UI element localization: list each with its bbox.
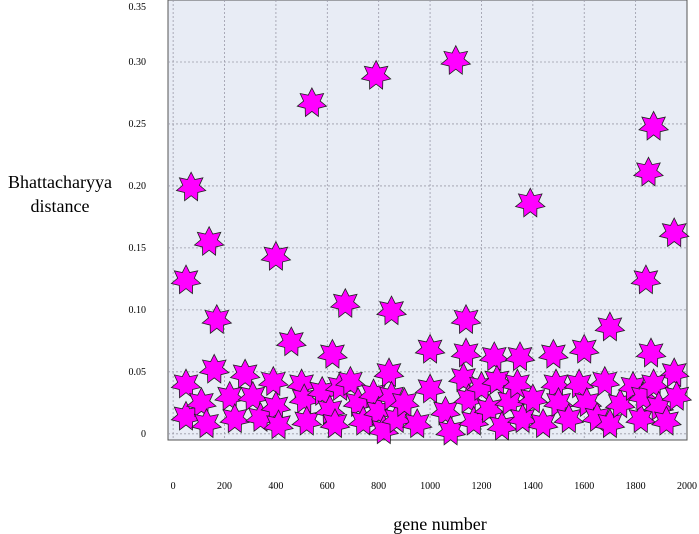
data-point-star (263, 409, 294, 440)
x-axis-ticks: 0 200 400 600 800 1000 1200 1400 1600 1800 2000 (171, 481, 697, 492)
data-point-star (635, 337, 667, 368)
x-tick-label: 200 (217, 481, 232, 492)
data-point-star (450, 337, 482, 368)
data-point-star (537, 338, 569, 369)
data-point-star (553, 403, 585, 434)
data-point-star (198, 353, 230, 384)
data-point-star (650, 405, 682, 436)
data-point-star (170, 368, 202, 399)
y-tick-label: 0 (141, 429, 146, 440)
data-point-star (358, 378, 390, 409)
data-point-star (527, 408, 559, 439)
data-point-star (360, 59, 392, 90)
data-point-star (316, 338, 348, 369)
data-point-star (291, 405, 323, 436)
x-tick-label: 1400 (523, 481, 543, 492)
data-point-star (414, 333, 446, 364)
data-point-star (568, 333, 600, 364)
data-points (170, 44, 693, 446)
y-tick-label: 0.15 (129, 243, 147, 254)
data-point-star (661, 380, 693, 411)
data-point-star (617, 370, 649, 402)
data-point-star (504, 341, 536, 372)
x-tick-label: 1800 (626, 481, 646, 492)
data-point-star (237, 380, 269, 411)
y-axis-ticks: 0 0.05 0.10 0.15 0.20 0.25 0.30 0.35 (129, 2, 147, 440)
data-point-star (219, 403, 251, 434)
data-point-star (185, 386, 217, 418)
data-point-star (329, 287, 361, 319)
y-tick-label: 0.30 (129, 57, 147, 68)
data-point-star (170, 264, 202, 295)
data-point-star (440, 44, 472, 76)
data-point-star (376, 295, 408, 326)
data-point-star (658, 217, 690, 248)
data-point-star (214, 380, 246, 411)
data-point-star (630, 264, 662, 295)
data-point-star (632, 156, 664, 187)
y-tick-label: 0.25 (129, 119, 147, 130)
y-tick-label: 0.05 (129, 367, 147, 378)
x-tick-label: 800 (371, 481, 386, 492)
x-axis-label: gene number (393, 514, 487, 534)
data-point-star (507, 403, 539, 434)
y-tick-label: 0.10 (129, 305, 147, 316)
data-point-star (373, 357, 405, 388)
y-tick-label: 0.20 (129, 181, 147, 192)
data-point-star (450, 303, 482, 335)
data-point-star (257, 365, 289, 397)
data-point-star (517, 383, 549, 414)
data-point-star (501, 368, 533, 399)
data-point-star (589, 365, 621, 397)
data-point-star (638, 368, 670, 399)
data-point-star (638, 110, 670, 141)
data-point-star (191, 408, 223, 439)
data-point-star (275, 326, 307, 357)
data-point-star (319, 408, 351, 439)
x-tick-label: 1000 (420, 481, 440, 492)
data-point-star (563, 368, 595, 399)
data-point-star (430, 395, 461, 426)
data-point-star (175, 171, 207, 202)
x-tick-label: 1600 (574, 481, 594, 492)
data-point-star (201, 303, 233, 335)
x-tick-label: 1200 (471, 481, 491, 492)
data-point-star (478, 341, 510, 372)
data-point-star (401, 408, 433, 439)
data-point-star (388, 386, 420, 418)
grid-lines (168, 0, 687, 440)
data-point-star (229, 358, 261, 389)
data-point-star (334, 365, 366, 397)
data-point-star (296, 87, 328, 118)
data-point-star (481, 364, 513, 395)
data-point-star (658, 357, 690, 388)
data-point-star (260, 240, 292, 271)
y-tick-label: 0.35 (129, 2, 147, 13)
data-point-star (193, 225, 225, 257)
y-axis-label: Bhattacharyya distance (8, 172, 112, 216)
x-tick-label: 0 (171, 481, 176, 492)
data-point-star (594, 408, 626, 439)
data-point-star (414, 373, 446, 404)
x-tick-label: 600 (320, 481, 335, 492)
x-tick-label: 2000 (677, 481, 697, 492)
data-point-star (447, 362, 479, 393)
data-point-star (514, 187, 546, 218)
x-tick-label: 400 (268, 481, 283, 492)
data-point-star (594, 311, 626, 342)
